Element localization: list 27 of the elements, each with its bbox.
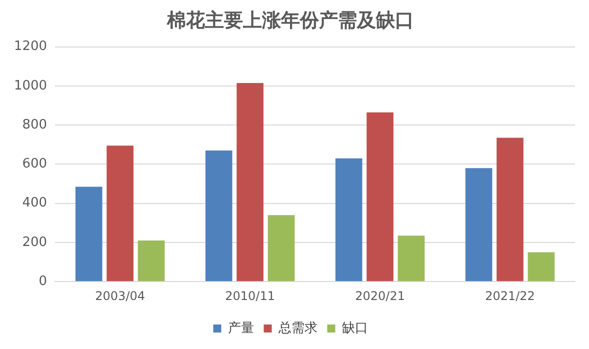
bar <box>106 146 134 282</box>
bar <box>335 158 362 282</box>
bar <box>398 236 425 282</box>
bar <box>465 168 492 282</box>
x-tick-label: 2021/22 <box>485 288 535 303</box>
bar <box>236 83 264 282</box>
bar <box>138 240 165 282</box>
y-tick-label: 800 <box>22 117 48 132</box>
legend-label: 缺口 <box>342 320 368 336</box>
chart-title: 棉花主要上涨年份产需及缺口 <box>166 9 414 32</box>
y-tick-label: 600 <box>22 156 48 172</box>
legend-label: 总需求 <box>277 320 318 336</box>
x-tick-label: 2020/21 <box>355 288 405 303</box>
bar <box>75 186 102 282</box>
bar <box>205 150 232 282</box>
y-tick-label: 0 <box>38 274 48 289</box>
bar <box>496 138 524 282</box>
bar <box>528 252 555 282</box>
bar <box>366 112 394 282</box>
x-tick-label: 2003/04 <box>95 288 146 303</box>
y-tick-label: 200 <box>22 234 48 250</box>
y-tick-label: 1200 <box>14 39 48 54</box>
legend-label: 产量 <box>228 320 254 336</box>
y-tick-label: 400 <box>22 196 48 211</box>
x-tick-label: 2010/11 <box>225 288 275 303</box>
bar <box>268 215 295 282</box>
y-tick-label: 1000 <box>14 78 48 94</box>
